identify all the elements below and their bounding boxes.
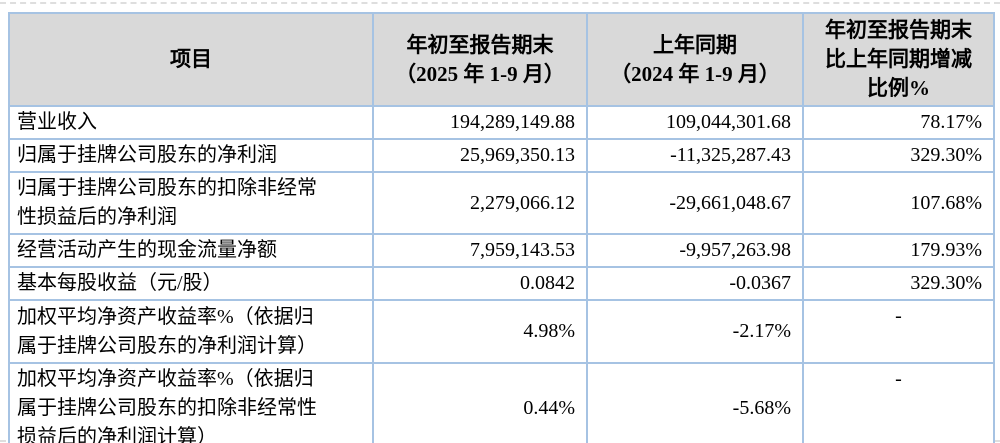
change-ratio-cell: - [802,299,995,364]
header-current-period: 年初至报告期末 （2025 年 1-9 月） [372,12,588,107]
item-cell: 经营活动产生的现金流量净额 [8,233,374,268]
header-item: 项目 [8,12,374,107]
current-period-cell: 0.44% [372,362,588,443]
table-row: 经营活动产生的现金流量净额 7,959,143.53 -9,957,263.98… [8,233,995,268]
table-row: 归属于挂牌公司股东的净利润 25,969,350.13 -11,325,287.… [8,138,995,173]
change-ratio-cell: 107.68% [802,171,995,235]
table-row: 营业收入 194,289,149.88 109,044,301.68 78.17… [8,105,995,140]
change-ratio-cell: 179.93% [802,233,995,268]
prior-period-cell: 109,044,301.68 [586,105,804,140]
table-row: 加权平均净资产收益率%（依据归 属于挂牌公司股东的净利润计算） 4.98% -2… [8,299,995,364]
table-row: 归属于挂牌公司股东的扣除非经常 性损益后的净利润 2,279,066.12 -2… [8,171,995,235]
item-cell: 加权平均净资产收益率%（依据归 属于挂牌公司股东的扣除非经常性 损益后的净利润计… [8,362,374,443]
table-header-row: 项目 年初至报告期末 （2025 年 1-9 月） 上年同期 （2024 年 1… [8,12,995,107]
item-cell: 归属于挂牌公司股东的扣除非经常 性损益后的净利润 [8,171,374,235]
table-row: 基本每股收益（元/股） 0.0842 -0.0367 329.30% [8,266,995,301]
prior-period-cell: -9,957,263.98 [586,233,804,268]
item-cell: 归属于挂牌公司股东的净利润 [8,138,374,173]
prior-period-cell: -5.68% [586,362,804,443]
current-period-cell: 194,289,149.88 [372,105,588,140]
change-ratio-cell: 78.17% [802,105,995,140]
financial-summary-table: 项目 年初至报告期末 （2025 年 1-9 月） 上年同期 （2024 年 1… [8,12,995,443]
current-period-cell: 0.0842 [372,266,588,301]
change-ratio-cell: 329.30% [802,138,995,173]
change-ratio-cell: 329.30% [802,266,995,301]
prior-period-cell: -2.17% [586,299,804,364]
item-cell: 基本每股收益（元/股） [8,266,374,301]
item-cell: 营业收入 [8,105,374,140]
table-row: 加权平均净资产收益率%（依据归 属于挂牌公司股东的扣除非经常性 损益后的净利润计… [8,362,995,443]
current-period-cell: 25,969,350.13 [372,138,588,173]
current-period-cell: 2,279,066.12 [372,171,588,235]
prior-period-cell: -0.0367 [586,266,804,301]
prior-period-cell: -11,325,287.43 [586,138,804,173]
top-page-divider [0,2,1000,4]
prior-period-cell: -29,661,048.67 [586,171,804,235]
current-period-cell: 7,959,143.53 [372,233,588,268]
header-prior-period: 上年同期 （2024 年 1-9 月） [586,12,804,107]
header-change-ratio: 年初至报告期末 比上年同期增减 比例% [802,12,995,107]
change-ratio-cell: - [802,362,995,443]
item-cell: 加权平均净资产收益率%（依据归 属于挂牌公司股东的净利润计算） [8,299,374,364]
current-period-cell: 4.98% [372,299,588,364]
